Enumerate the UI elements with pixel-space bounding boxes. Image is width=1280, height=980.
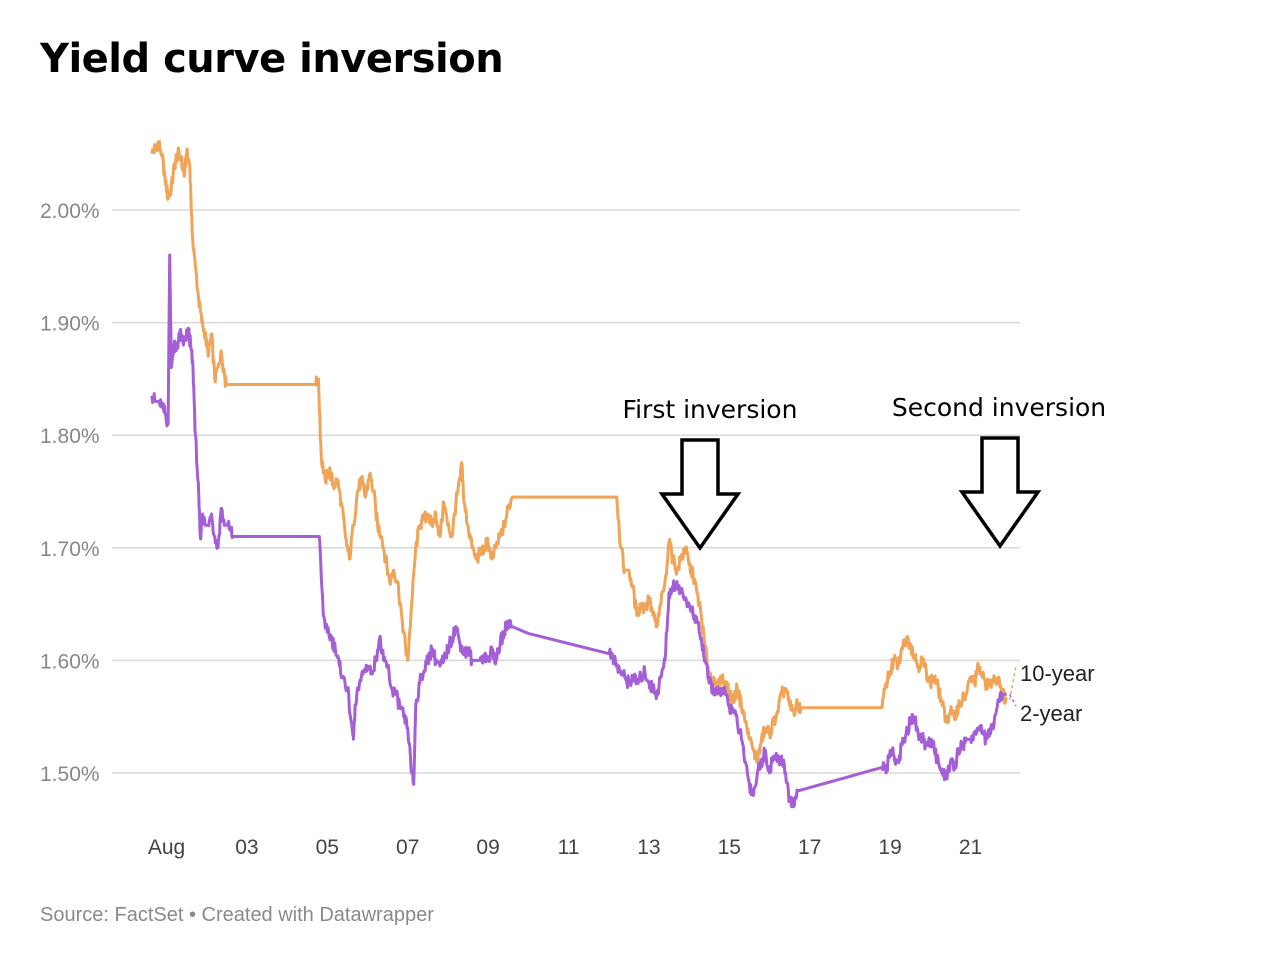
- y-tick-label: 1.90%: [40, 313, 100, 336]
- y-axis-ticks: 1.50% 1.60% 1.70% 1.80% 1.90% 2.00%: [40, 200, 100, 786]
- footer-separator: •: [183, 904, 202, 926]
- annotations: First inversion Second inversion: [623, 393, 1106, 552]
- second-inversion-arrow: [958, 436, 1042, 550]
- chart-footer: Source: FactSet • Created with Datawrapp…: [40, 904, 434, 927]
- two-year-label: 2-year: [1020, 701, 1082, 726]
- x-tick-label: 15: [718, 836, 741, 859]
- x-tick-label: Aug: [148, 836, 185, 859]
- ten-year-yield-line: [150, 140, 1008, 764]
- first-inversion-arrow: [658, 438, 742, 552]
- series-labels: 10-year 2-year: [1008, 661, 1095, 726]
- chart-title: Yield curve inversion: [40, 36, 504, 82]
- second-inversion-label: Second inversion: [892, 393, 1106, 422]
- y-tick-label: 1.80%: [40, 425, 100, 448]
- x-axis-ticks: Aug 03 05 07 09 11 13 15 17 19 21: [148, 836, 982, 859]
- ten-year-label: 10-year: [1020, 661, 1095, 686]
- y-tick-label: 2.00%: [40, 200, 100, 223]
- datawrapper-credit[interactable]: Created with Datawrapper: [201, 904, 434, 926]
- x-tick-label: 07: [396, 836, 419, 859]
- x-tick-label: 13: [637, 836, 660, 859]
- x-tick-label: 11: [558, 836, 580, 859]
- source-note: Source: FactSet: [40, 904, 184, 926]
- x-tick-label: 05: [316, 836, 339, 859]
- gridlines: [112, 209, 1020, 774]
- y-tick-label: 1.50%: [40, 763, 100, 786]
- leader-line: [1009, 693, 1017, 707]
- series-lines: [150, 140, 1008, 809]
- x-tick-label: 03: [235, 836, 258, 859]
- first-inversion-label: First inversion: [623, 395, 798, 424]
- x-tick-label: 19: [878, 836, 901, 859]
- two-year-yield-line: [150, 253, 1007, 809]
- x-tick-label: 17: [798, 836, 821, 859]
- y-tick-label: 1.60%: [40, 650, 100, 673]
- y-tick-label: 1.70%: [40, 538, 100, 561]
- x-tick-label: 21: [959, 836, 982, 859]
- line-chart: 1.50% 1.60% 1.70% 1.80% 1.90% 2.00% Aug 03 05 07…: [40, 140, 1106, 859]
- x-tick-label: 09: [476, 836, 499, 859]
